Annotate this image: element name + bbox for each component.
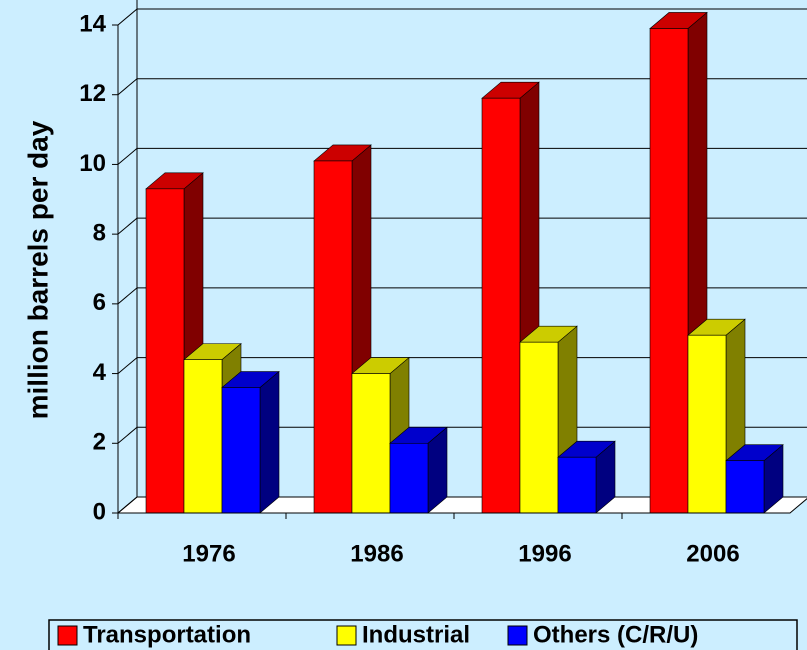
y-tick-label: 12 (79, 80, 106, 107)
legend-swatch (336, 625, 357, 646)
bar (687, 334, 727, 514)
y-tick-label: 2 (93, 429, 106, 456)
x-tick-label: 1976 (182, 540, 235, 567)
y-tick-label: 14 (79, 10, 106, 37)
legend-label: Transportation (83, 621, 251, 648)
y-tick-label: 10 (79, 150, 106, 177)
bar-side (259, 370, 280, 514)
bar (389, 442, 429, 514)
bar (649, 28, 689, 514)
bar (481, 97, 521, 514)
legend-label: Others (C/R/U) (533, 621, 698, 648)
x-tick-label: 2006 (686, 540, 739, 567)
depth-line (117, 78, 138, 96)
depth-line (117, 496, 138, 514)
depth-line (117, 426, 138, 444)
y-tick-label: 6 (93, 289, 106, 316)
legend-label: Industrial (362, 621, 470, 648)
legend-swatch (507, 625, 528, 646)
depth-line (117, 217, 138, 235)
bar (519, 341, 559, 514)
depth-line (117, 8, 138, 26)
legend-swatch (57, 625, 78, 646)
bar (725, 460, 765, 514)
bar (221, 387, 261, 514)
depth-line (117, 357, 138, 374)
bar (351, 373, 391, 514)
depth-line (117, 287, 138, 305)
y-tick-label: 4 (93, 359, 107, 386)
bar (557, 456, 597, 514)
x-tick-label: 1996 (518, 540, 571, 567)
y-axis-label: million barrels per day (22, 120, 53, 419)
x-tick-label: 1986 (350, 540, 403, 567)
bar (183, 359, 223, 514)
bar (145, 188, 185, 514)
depth-line (117, 148, 138, 165)
y-tick-label: 0 (93, 498, 106, 525)
bar (313, 160, 353, 514)
y-tick-label: 8 (93, 219, 106, 246)
legend-box (48, 619, 798, 650)
